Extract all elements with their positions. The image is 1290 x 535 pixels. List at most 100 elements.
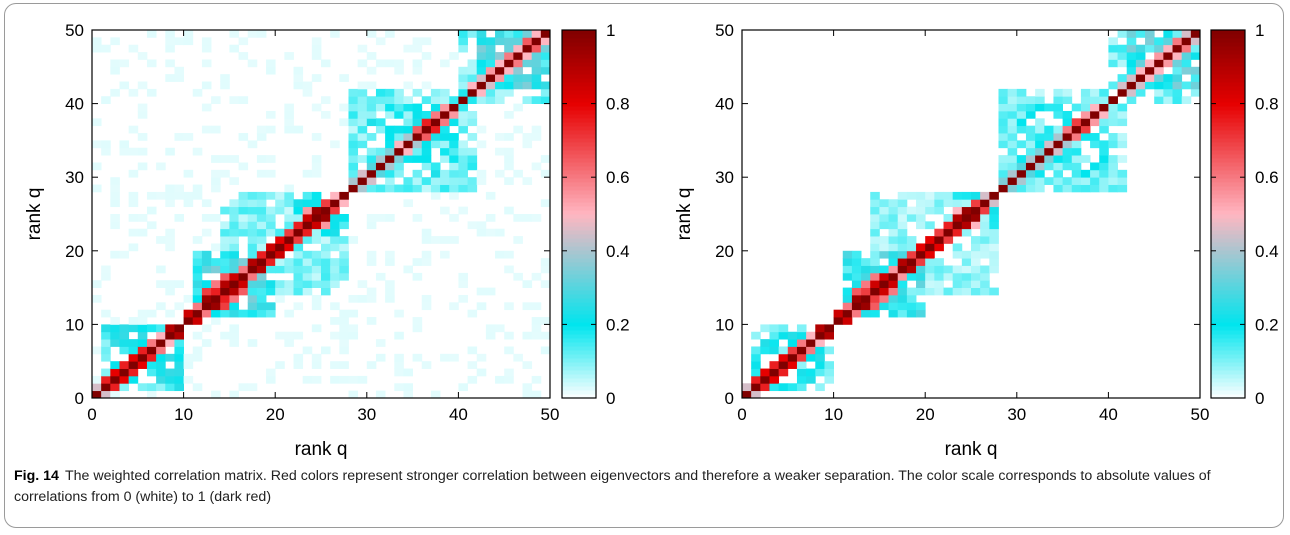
heatmap-cell: [495, 133, 505, 141]
heatmap-cell: [339, 243, 349, 252]
heatmap-cell: [284, 103, 294, 112]
heatmap-cell: [989, 221, 999, 230]
heatmap-cell: [92, 390, 102, 399]
colorbar-swatch: [1211, 130, 1245, 135]
heatmap-cell: [540, 81, 551, 90]
colorbar-swatch: [1211, 242, 1245, 247]
heatmap-cell: [504, 66, 514, 75]
heatmap-cell: [1108, 37, 1118, 46]
heatmap-cell: [796, 346, 807, 355]
heatmap-cell: [458, 280, 468, 288]
heatmap-cell: [412, 66, 423, 75]
heatmap-cell: [192, 250, 203, 259]
heatmap-cell: [1071, 103, 1082, 112]
colorbar-swatch: [1211, 42, 1245, 47]
heatmap-cell: [385, 103, 395, 112]
colorbar-swatch: [1211, 98, 1245, 103]
heatmap-cell: [211, 287, 221, 296]
heatmap-cell: [531, 162, 542, 171]
heatmap-cell: [348, 177, 359, 185]
heatmap-cell: [458, 140, 468, 149]
colorbar-swatch: [562, 166, 596, 171]
heatmap-cell: [943, 228, 954, 237]
heatmap-cell: [467, 155, 478, 163]
heatmap-cell: [1025, 96, 1036, 104]
heatmap-cell: [1025, 155, 1036, 163]
heatmap-cell: [229, 30, 239, 38]
heatmap-cell: [339, 265, 349, 274]
heatmap-cell: [394, 147, 404, 156]
heatmap-cell: [989, 287, 999, 296]
heatmap-cell: [430, 169, 441, 178]
heatmap-cell: [101, 140, 111, 149]
heatmap-cell: [522, 214, 533, 222]
heatmap-cell: [339, 214, 349, 222]
heatmap-cell: [220, 272, 230, 281]
heatmap-cell: [128, 169, 139, 178]
heatmap-cell: [284, 110, 294, 119]
heatmap-cell: [339, 103, 349, 112]
heatmap-cell: [275, 294, 285, 303]
heatmap-cell: [421, 133, 432, 141]
heatmap-cell: [137, 228, 148, 237]
heatmap-cell: [934, 265, 944, 274]
heatmap-cell: [247, 243, 258, 252]
heatmap-cell: [146, 309, 157, 318]
heatmap-cell: [1007, 96, 1018, 104]
heatmap-cell: [229, 287, 239, 296]
heatmap-cell: [485, 191, 496, 200]
heatmap-cell: [421, 140, 432, 149]
colorbar-swatch: [562, 218, 596, 223]
heatmap-cell: [330, 272, 340, 281]
heatmap-cell: [229, 339, 239, 347]
colorbar-swatch: [562, 390, 596, 395]
heatmap-cell: [183, 30, 194, 38]
heatmap-cell: [1145, 37, 1155, 46]
heatmap-cell: [897, 294, 908, 303]
heatmap-cell: [485, 287, 496, 296]
heatmap-cell: [293, 125, 304, 134]
heatmap-cell: [504, 110, 514, 119]
colorbar-swatch: [1211, 38, 1245, 43]
heatmap-cell: [119, 361, 130, 369]
heatmap-cell: [238, 280, 249, 288]
heatmap-cell: [293, 199, 304, 208]
x-tick-label: 0: [87, 405, 96, 424]
heatmap-cell: [92, 118, 102, 127]
heatmap-cell: [787, 331, 798, 340]
heatmap-cell: [495, 147, 505, 156]
heatmap-cell: [1062, 162, 1073, 171]
heatmap-cell: [385, 125, 395, 134]
heatmap-cell: [302, 169, 313, 178]
heatmap-cell: [128, 375, 139, 384]
colorbar-swatch: [562, 154, 596, 159]
heatmap-cell: [1062, 118, 1073, 127]
heatmap-cell: [275, 199, 285, 208]
heatmap-cell: [229, 199, 239, 208]
heatmap-cell: [302, 250, 313, 259]
heatmap-cell: [888, 302, 899, 311]
heatmap-cell: [916, 258, 926, 266]
heatmap-cell: [961, 280, 972, 288]
heatmap-cell: [925, 280, 935, 288]
heatmap-cell: [531, 81, 542, 90]
heatmap-cell: [861, 265, 871, 274]
heatmap-cell: [302, 206, 313, 215]
colorbar-swatch: [562, 326, 596, 331]
heatmap-cell: [229, 236, 239, 244]
heatmap-cell: [833, 317, 844, 325]
heatmap-cell: [137, 339, 148, 347]
heatmap-cell: [916, 199, 926, 208]
heatmap-cell: [815, 361, 825, 369]
heatmap-cell: [211, 125, 221, 134]
heatmap-cell: [1053, 125, 1063, 134]
heatmap-cell: [504, 59, 514, 68]
heatmap-cell: [146, 361, 157, 369]
heatmap-cell: [504, 52, 514, 60]
heatmap-cell: [229, 390, 239, 399]
heatmap-cell: [275, 191, 285, 200]
colorbar-swatch: [562, 334, 596, 339]
heatmap-cell: [934, 287, 944, 296]
x-tick-label: 20: [266, 405, 285, 424]
heatmap-cell: [842, 272, 853, 281]
